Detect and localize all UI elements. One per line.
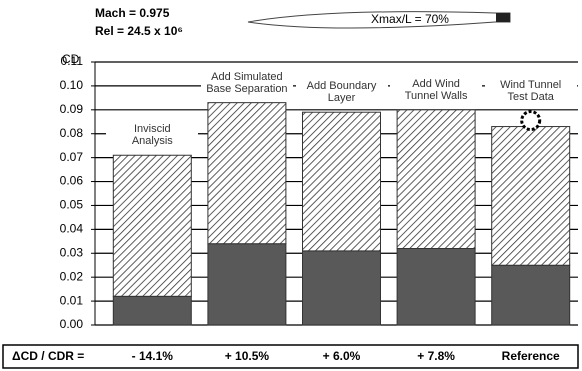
- bar-segment: [112, 154, 192, 297]
- delta-value: + 6.0%: [323, 349, 361, 363]
- y-tick-label: 0.01: [60, 293, 84, 307]
- bar-segment: [396, 109, 476, 249]
- category-label: Wind Tunnel Test Data: [484, 76, 577, 105]
- bar-segment: [112, 295, 192, 326]
- bar-segment: [491, 126, 571, 266]
- category-label: Add Wind Tunnel Walls: [390, 75, 483, 104]
- bar-segment: [396, 247, 476, 326]
- y-tick-label: 0.07: [60, 150, 84, 164]
- y-tick-label: 0.05: [60, 198, 84, 212]
- y-tick-label: 0.04: [60, 222, 84, 236]
- delta-value: Reference: [502, 349, 560, 363]
- y-tick-label: 0.06: [60, 174, 84, 188]
- annotation: Mach = 0.975: [95, 6, 170, 20]
- bar-segment: [491, 264, 571, 326]
- delta-label: ΔCD / CDR =: [12, 349, 84, 363]
- delta-value: + 7.8%: [417, 349, 455, 363]
- category-label: Add Boundary Layer: [295, 78, 388, 107]
- y-tick-label: 0.10: [60, 78, 84, 92]
- y-tick-label: 0.02: [60, 269, 84, 283]
- delta-box: [2, 344, 579, 369]
- bar-segment: [302, 111, 381, 252]
- y-tick-label: 0.03: [60, 245, 84, 259]
- bar-segment: [207, 243, 287, 326]
- category-label: Add Simulated Base Separation: [200, 68, 293, 97]
- y-tick-label: 0.08: [60, 126, 84, 140]
- annotation: Xmax/L = 70%: [371, 12, 449, 26]
- y-tick-label: 0.09: [60, 102, 84, 116]
- bar-segment: [302, 250, 381, 326]
- bar-segment: [207, 102, 287, 245]
- y-tick-label: 0.00: [60, 317, 84, 331]
- category-label: Inviscid Analysis: [106, 121, 199, 150]
- y-axis-label: CD: [62, 52, 80, 66]
- delta-value: - 14.1%: [132, 349, 174, 363]
- delta-value: + 10.5%: [225, 349, 270, 363]
- y-tick-label: 0.11: [61, 54, 84, 68]
- test-marker: [520, 110, 542, 132]
- airfoil-tail: [496, 13, 510, 22]
- annotation: Rel = 24.5 x 10⁶: [95, 24, 183, 38]
